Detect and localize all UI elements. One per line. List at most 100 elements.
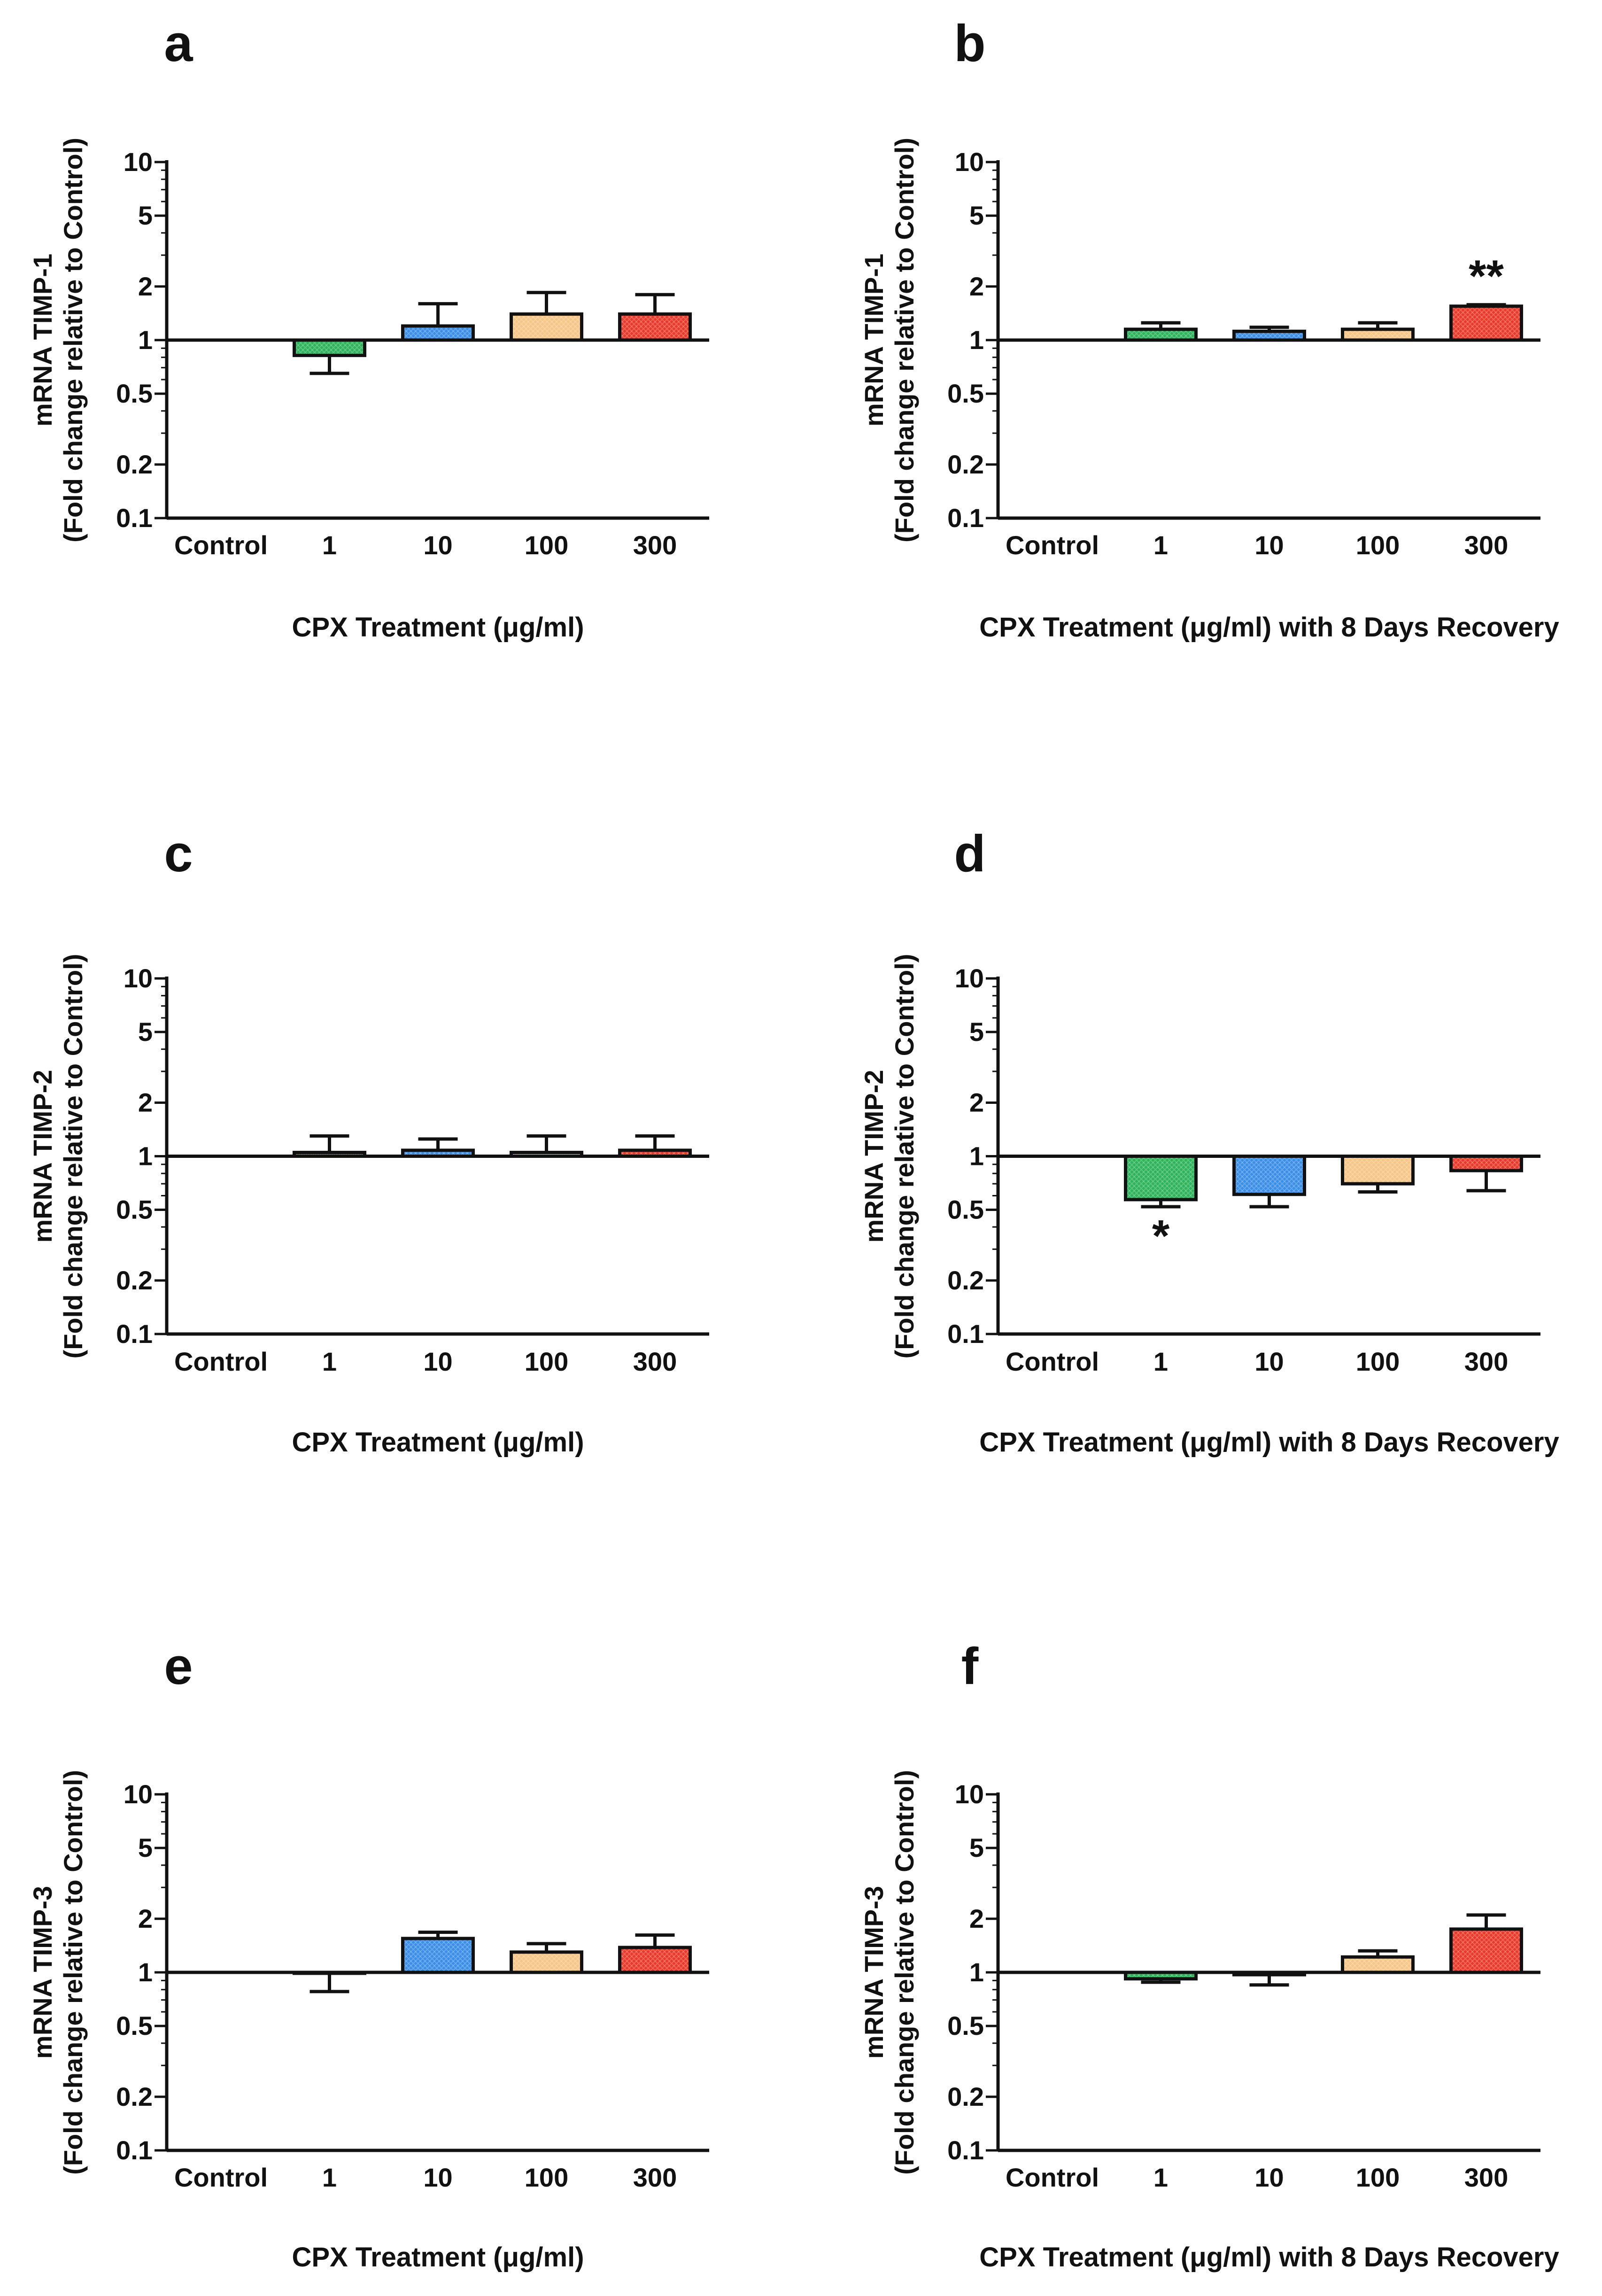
y-axis-title: mRNA TIMP-1: [28, 254, 57, 427]
panel-letter: a: [164, 15, 193, 72]
y-tick-label: 2: [138, 271, 153, 301]
panel-letter: c: [164, 825, 193, 883]
y-axis-title: mRNA TIMP-3: [859, 1886, 889, 2059]
y-tick-label: 1: [138, 1957, 153, 1987]
x-tick-label: Control: [174, 1347, 268, 1376]
y-tick-label: 0.2: [947, 2082, 984, 2111]
bar-100: [510, 312, 583, 342]
x-axis-title: CPX Treatment (μg/ml) with 8 Days Recove…: [979, 1427, 1559, 1458]
bar-300: [1449, 304, 1523, 342]
y-tick-label: 5: [969, 201, 984, 230]
y-tick-label: 0.5: [116, 2011, 153, 2040]
y-tick-label: 0.2: [947, 450, 984, 479]
y-axis-subtitle: (Fold change relative to Control): [58, 138, 88, 543]
y-tick-label: 0.2: [116, 1265, 153, 1295]
y-tick-label: 2: [138, 1088, 153, 1117]
bar-300: [1449, 1927, 1523, 1974]
y-tick-label: 0.2: [947, 1265, 984, 1295]
x-tick-label: 1: [322, 2163, 337, 2192]
y-tick-label: 5: [969, 1833, 984, 1862]
y-tick-label: 1: [138, 325, 153, 355]
chart-panel-c: c 10 5 2 1 0.5 0.2 0.1 Control 1 10 100 300 CPX Treat…: [28, 825, 709, 1458]
x-tick-label: 1: [1153, 530, 1168, 560]
chart-panel-b: b 10 5 2 1 0.5 0.2 0.1 ** Control 1 10 100 300 CPX Tre…: [859, 15, 1559, 643]
x-tick-label: 10: [423, 2163, 452, 2192]
y-tick-label: 10: [955, 1779, 984, 1809]
bar-10: [1232, 1155, 1306, 1196]
chart-panel-e: e 10 5 2 1 0.5 0.2 0.1 Control 1 10 100 300 CPX Treat…: [28, 1637, 709, 2273]
y-tick-label: 5: [138, 1833, 153, 1862]
y-tick-label: 0.5: [947, 2011, 984, 2040]
y-axis-title: mRNA TIMP-2: [28, 1070, 57, 1242]
x-tick-label: 1: [322, 530, 337, 560]
x-tick-label: 1: [1153, 1347, 1168, 1376]
x-tick-label: 10: [423, 530, 452, 560]
panel-letter: d: [954, 825, 985, 883]
y-tick-label: 10: [955, 963, 984, 993]
bar-300: [618, 1946, 692, 1974]
y-tick-label: 0.2: [116, 450, 153, 479]
x-tick-label: 10: [1254, 2163, 1284, 2192]
x-tick-label: 10: [423, 1347, 452, 1376]
x-tick-label: 100: [1356, 530, 1400, 560]
x-axis-title: CPX Treatment (μg/ml): [292, 612, 584, 643]
y-axis-subtitle: (Fold change relative to Control): [58, 1770, 88, 2175]
x-axis-title: CPX Treatment (μg/ml): [292, 2242, 584, 2273]
y-tick-label: 0.5: [116, 1195, 153, 1224]
y-tick-label: 1: [138, 1141, 153, 1171]
bar-1: [293, 338, 366, 357]
y-tick-label: 1: [969, 1141, 984, 1171]
y-axis-title: mRNA TIMP-2: [859, 1070, 889, 1242]
bar-10: [401, 324, 475, 342]
y-axis-subtitle: (Fold change relative to Control): [890, 138, 919, 543]
y-tick-label: 5: [138, 201, 153, 230]
x-tick-label: 100: [525, 2163, 568, 2192]
x-axis-title: CPX Treatment (μg/ml) with 8 Days Recove…: [979, 612, 1559, 643]
bar-1: [1124, 1155, 1198, 1202]
x-tick-label: 10: [1254, 530, 1284, 560]
x-tick-label: Control: [174, 530, 268, 560]
bar-300: [1449, 1155, 1523, 1172]
bar-100: [510, 1950, 583, 1974]
y-tick-label: 0.1: [947, 503, 984, 533]
y-tick-label: 5: [969, 1017, 984, 1047]
y-axis-title: mRNA TIMP-3: [28, 1886, 57, 2059]
y-tick-label: 0.2: [116, 2082, 153, 2111]
x-axis-title: CPX Treatment (μg/ml): [292, 1427, 584, 1458]
x-tick-label: 300: [1464, 2163, 1508, 2192]
y-tick-label: 0.1: [116, 2135, 153, 2165]
panel-letter: f: [961, 1637, 979, 1695]
y-tick-label: 0.1: [947, 2135, 984, 2165]
x-tick-label: 300: [1464, 1347, 1508, 1376]
y-tick-label: 5: [138, 1017, 153, 1047]
x-tick-label: Control: [1006, 1347, 1099, 1376]
panel-letter: e: [164, 1637, 193, 1695]
y-axis-subtitle: (Fold change relative to Control): [58, 954, 88, 1359]
y-tick-label: 2: [138, 1904, 153, 1933]
x-tick-label: 300: [1464, 530, 1508, 560]
x-tick-label: 100: [525, 1347, 568, 1376]
y-axis-subtitle: (Fold change relative to Control): [890, 954, 919, 1359]
y-tick-label: 2: [969, 1088, 984, 1117]
y-tick-label: 1: [969, 325, 984, 355]
chart-panel-f: f 10 5 2 1 0.5 0.2 0.1 Control 1 10 100 300 CPX Treat…: [859, 1637, 1559, 2273]
x-tick-label: 100: [525, 530, 568, 560]
bar-100: [1341, 1155, 1415, 1186]
x-tick-label: 10: [1254, 1347, 1284, 1376]
y-tick-label: 0.5: [947, 379, 984, 408]
y-axis-subtitle: (Fold change relative to Control): [890, 1770, 919, 2175]
y-tick-label: 0.5: [116, 379, 153, 408]
y-tick-label: 0.5: [947, 1195, 984, 1224]
x-tick-label: Control: [174, 2163, 268, 2192]
y-tick-label: 0.1: [947, 1319, 984, 1349]
y-tick-label: 2: [969, 1904, 984, 1933]
x-tick-label: 100: [1356, 2163, 1400, 2192]
x-tick-label: Control: [1006, 2163, 1099, 2192]
significance-marker: *: [1152, 1211, 1170, 1261]
x-tick-label: 100: [1356, 1347, 1400, 1376]
y-tick-label: 1: [969, 1957, 984, 1987]
bar-10: [401, 1937, 475, 1974]
y-tick-label: 2: [969, 271, 984, 301]
y-tick-label: 10: [124, 147, 153, 177]
